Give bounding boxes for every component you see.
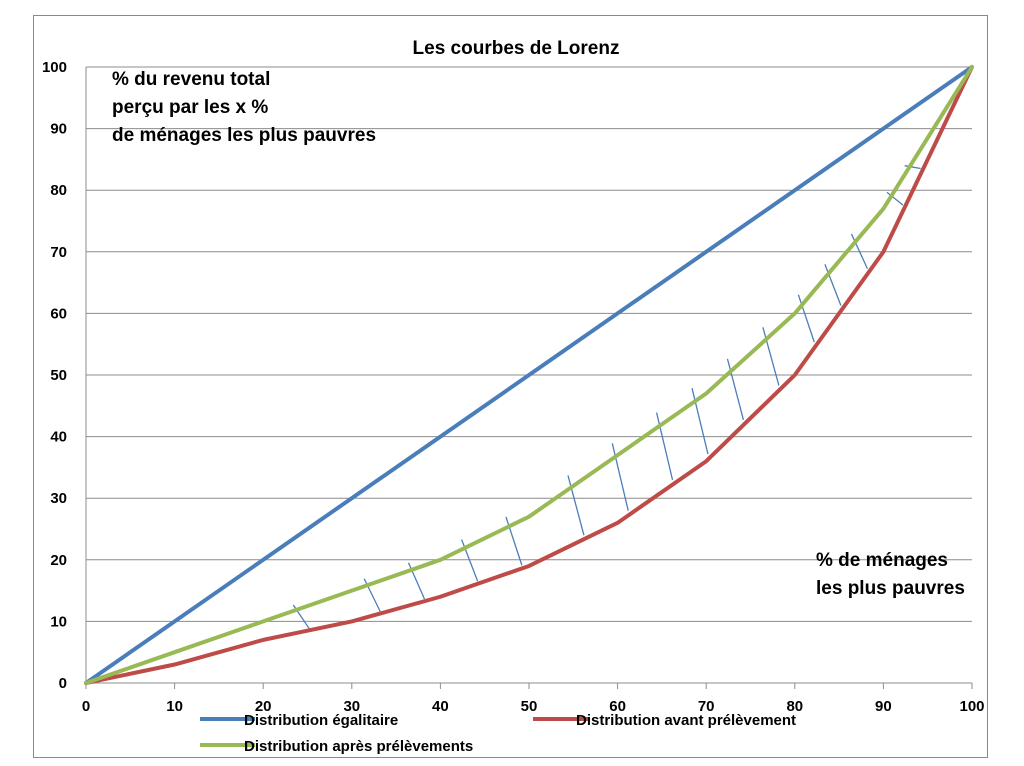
x-tick-label: 50 — [521, 698, 538, 715]
x-tick-label: 80 — [786, 698, 803, 715]
series-line-avant-prelevement — [84, 65, 974, 685]
y-tick-label: 80 — [50, 182, 67, 199]
y-annotation-line-1: % du revenu total — [112, 69, 270, 90]
x-tick-label: 90 — [875, 698, 892, 715]
hatch-mark — [886, 191, 904, 206]
series-line-egalitaire — [84, 65, 974, 685]
x-tick-label: 40 — [432, 698, 449, 715]
x-axis-ticks: 0 10 20 30 40 50 60 70 80 90 100 — [82, 683, 985, 715]
x-tick-label: 20 — [255, 698, 272, 715]
series-lines — [84, 65, 974, 685]
y-annotation-line-2: perçu par les x % — [112, 97, 268, 118]
x-tick-label: 60 — [609, 698, 626, 715]
y-tick-label: 70 — [50, 244, 67, 261]
hatch-mark — [904, 165, 921, 170]
hatch-mark — [824, 264, 842, 306]
y-axis-ticks: 0 10 20 30 40 50 60 70 80 90 100 — [42, 59, 67, 692]
x-annotation-line-2: les plus pauvres — [816, 578, 965, 599]
y-tick-label: 20 — [50, 552, 67, 569]
y-axis-annotation: % du revenu total perçu par les x % de m… — [112, 69, 376, 146]
x-tick-label: 100 — [959, 698, 984, 715]
legend: Distribution égalitaire Distribution ava… — [200, 712, 796, 755]
hatch-mark — [850, 233, 869, 270]
y-tick-label: 60 — [50, 305, 67, 322]
y-tick-label: 10 — [50, 613, 67, 630]
y-annotation-line-3: de ménages les plus pauvres — [112, 125, 376, 146]
chart-title: Les courbes de Lorenz — [413, 38, 620, 59]
y-tick-label: 100 — [42, 59, 67, 76]
x-tick-label: 70 — [698, 698, 715, 715]
y-tick-label: 30 — [50, 490, 67, 507]
x-tick-label: 0 — [82, 698, 90, 715]
x-tick-label: 30 — [343, 698, 360, 715]
x-annotation-line-1: % de ménages — [816, 550, 948, 571]
y-tick-label: 50 — [50, 367, 67, 384]
grid — [86, 66, 972, 622]
x-axis-annotation: % de ménages les plus pauvres — [816, 550, 965, 599]
y-tick-label: 0 — [59, 675, 67, 692]
y-tick-label: 40 — [50, 429, 67, 446]
legend-label-apres: Distribution après prélèvements — [244, 738, 473, 755]
series-line-apres-prelevements — [84, 65, 974, 685]
y-tick-label: 90 — [50, 121, 67, 138]
hatch-mark — [762, 327, 780, 386]
x-tick-label: 10 — [166, 698, 183, 715]
legend-label-egalitaire: Distribution égalitaire — [244, 712, 398, 729]
legend-label-avant: Distribution avant prélèvement — [576, 712, 796, 729]
hatch-mark — [726, 358, 745, 420]
hatch-mark — [797, 294, 815, 343]
